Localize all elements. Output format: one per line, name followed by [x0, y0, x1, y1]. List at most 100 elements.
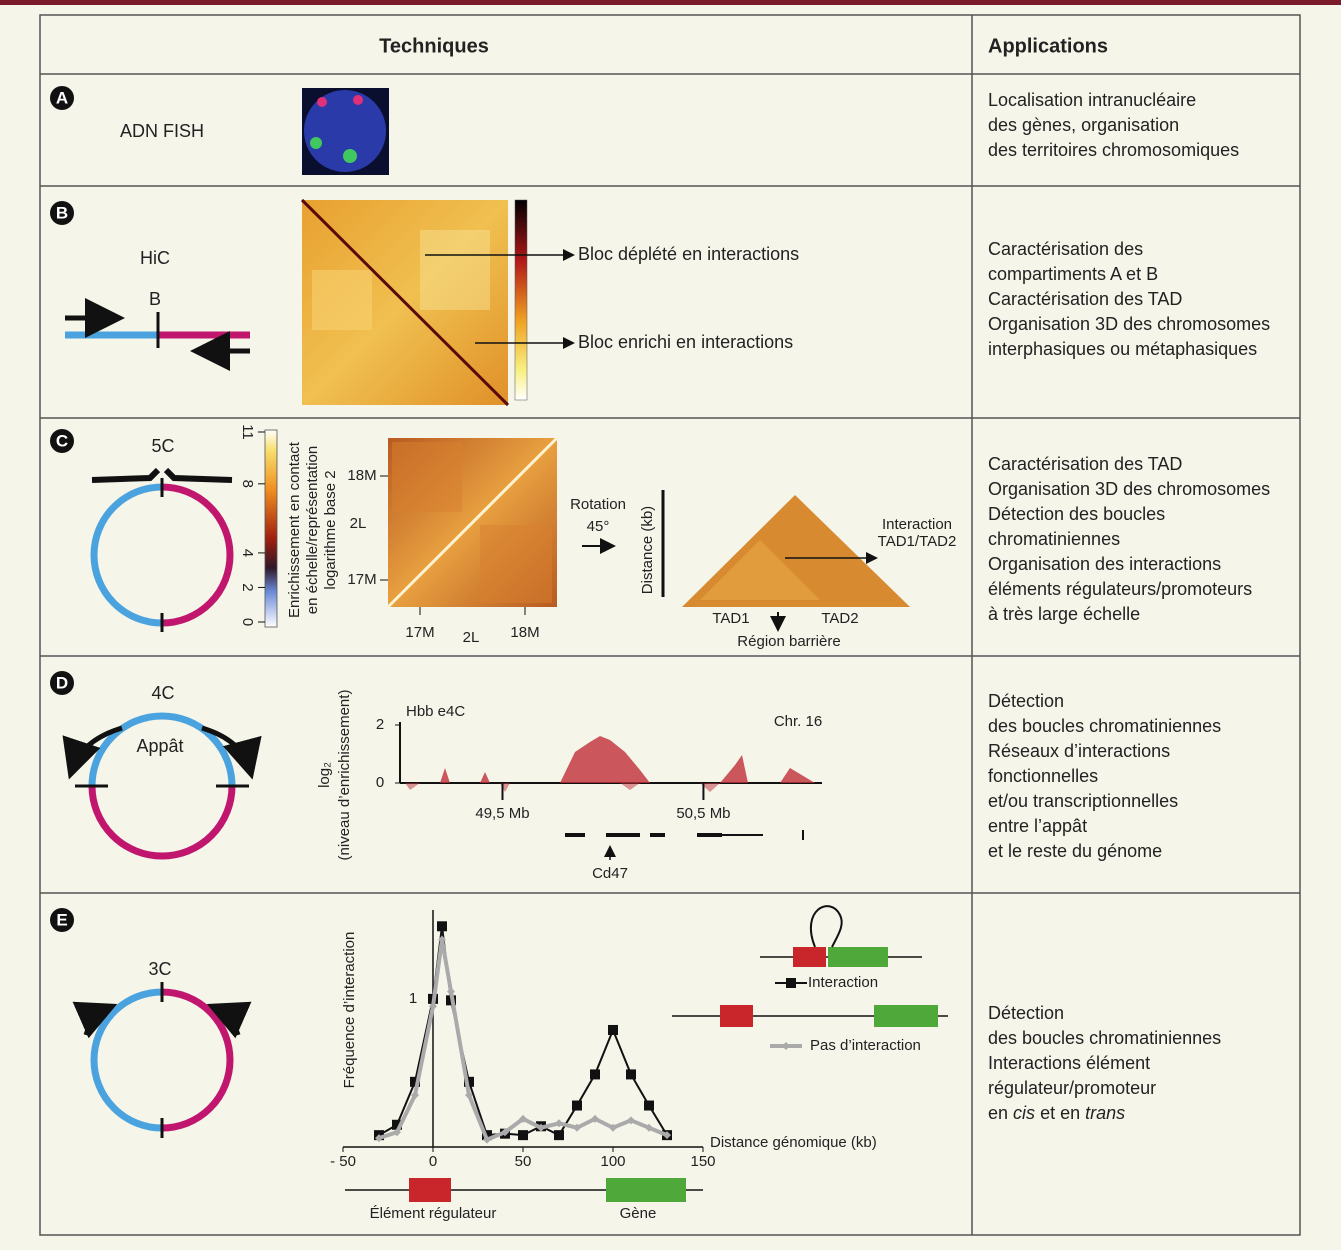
tad-label: TAD2 — [821, 610, 858, 627]
legend-marker — [782, 1042, 790, 1050]
row-letter: E — [56, 910, 67, 929]
x-tick-label: 50 — [515, 1153, 532, 1170]
legend-label: Pas d’interaction — [810, 1037, 921, 1054]
rotation-label: 45° — [587, 518, 610, 535]
5c-heatmap — [380, 436, 559, 615]
y-label: 2L — [350, 515, 367, 532]
point — [591, 1114, 599, 1123]
text-part: en — [988, 1103, 1008, 1123]
series-line — [378, 926, 668, 1137]
x-tick-label: 0 — [429, 1153, 437, 1170]
text-part: et en — [1040, 1103, 1080, 1123]
application-line: des gènes, organisation — [988, 115, 1179, 135]
3c-chart: - 50 0 50 100 150 1 Fréquence d’interaction Dis… — [330, 910, 921, 1170]
point — [573, 1123, 581, 1132]
y-tick-label: 2 — [376, 716, 384, 733]
application-line: des boucles chromatiniennes — [988, 1028, 1221, 1048]
application-line: des boucles chromatiniennes — [988, 716, 1221, 736]
technique: HiC — [140, 248, 170, 268]
y-axis-label: (niveau d’enrichissement) — [336, 690, 353, 861]
tick-label: 0 — [239, 618, 256, 626]
track-label: Hbb e4C — [406, 703, 465, 720]
x-tick-label: 150 — [690, 1153, 715, 1170]
point — [483, 1135, 491, 1144]
hic-schema — [65, 298, 250, 371]
bait-label: Appât — [136, 736, 183, 756]
point — [465, 1091, 473, 1100]
technique: ADN FISH — [120, 121, 204, 141]
annotation: Interaction — [882, 516, 952, 533]
point — [411, 1091, 419, 1100]
application-line: Détection — [988, 1003, 1064, 1023]
point — [375, 1134, 383, 1143]
y-axis-label: Fréquence d’interaction — [341, 932, 358, 1089]
application-line: Organisation des interactions — [988, 554, 1221, 574]
x-label: 18M — [510, 624, 539, 641]
row-letter: C — [56, 431, 68, 450]
y-tick-label: 1 — [409, 990, 417, 1007]
row-letters: A B C D E — [50, 86, 74, 932]
y-axis-label: log₂ — [316, 762, 333, 788]
colorbar-label: en échelle/représentation — [304, 446, 321, 614]
point — [572, 1100, 582, 1111]
application-line: à très large échelle — [988, 604, 1140, 624]
x-tick-label: - 50 — [330, 1153, 356, 1170]
application-line: et le reste du génome — [988, 841, 1162, 861]
application-line: régulateur/promoteur — [988, 1078, 1156, 1098]
element-label: Élément régulateur — [370, 1205, 497, 1222]
tick-label: 2 — [239, 583, 256, 591]
application-line: Réseaux d’interactions — [988, 741, 1170, 761]
point — [447, 987, 455, 996]
point — [410, 1076, 420, 1087]
application-line: Caractérisation des TAD — [988, 454, 1182, 474]
colorbar-label: logarithme base 2 — [322, 470, 339, 589]
text-part: cis — [1013, 1103, 1035, 1123]
application-line: chromatiniennes — [988, 529, 1120, 549]
application-line: Organisation 3D des chromosomes — [988, 314, 1270, 334]
application-line: entre l’appât — [988, 816, 1087, 836]
point — [393, 1128, 401, 1137]
technique: 4C — [151, 683, 174, 703]
technique: 3C — [148, 959, 171, 979]
point — [609, 1123, 617, 1132]
technique: 5C — [151, 436, 174, 456]
hic-heatmap — [300, 198, 575, 407]
table-grid — [39, 14, 1301, 1236]
point — [437, 921, 447, 932]
point — [392, 1119, 402, 1130]
tick-label: 4 — [239, 549, 256, 557]
tick-label: 11 — [239, 424, 256, 440]
point — [644, 1100, 654, 1111]
series-line — [378, 939, 668, 1143]
top-bar — [0, 0, 1341, 5]
y-label: 17M — [347, 571, 376, 588]
3c-schema — [72, 982, 252, 1138]
x-label: 17M — [405, 624, 434, 641]
application-line: des territoires chromosomiques — [988, 140, 1239, 160]
x-tick-label: 49,5 Mb — [475, 805, 529, 822]
chrom-label: Chr. 16 — [774, 713, 822, 730]
axis-label: Distance (kb) — [639, 506, 656, 594]
tad-label: TAD1 — [712, 610, 749, 627]
x-label: 2L — [463, 629, 480, 646]
application-line: Organisation 3D des chromosomes — [988, 479, 1270, 499]
header: Techniques — [379, 35, 489, 57]
application-line: Caractérisation des TAD — [988, 289, 1182, 309]
tad-triangle — [682, 495, 910, 632]
colorbar-label: Enrichissement en contact — [286, 441, 303, 618]
legend-marker — [786, 978, 796, 988]
point — [438, 935, 446, 944]
annotation: Bloc déplété en interactions — [578, 244, 799, 264]
applications: Localisation intranucléaire des gènes, or… — [988, 90, 1270, 1123]
application-line: et/ou transcriptionnelles — [988, 791, 1178, 811]
legend-label: Interaction — [808, 974, 878, 991]
point — [663, 1131, 671, 1140]
application-line: compartiments A et B — [988, 264, 1158, 284]
point — [626, 1069, 636, 1080]
application-line: Détection des boucles — [988, 504, 1165, 524]
point — [627, 1116, 635, 1125]
row-letter: D — [56, 673, 68, 692]
application-line: interphasiques ou métaphasiques — [988, 339, 1257, 359]
point — [518, 1130, 528, 1141]
application-line: éléments régulateurs/promoteurs — [988, 579, 1252, 599]
